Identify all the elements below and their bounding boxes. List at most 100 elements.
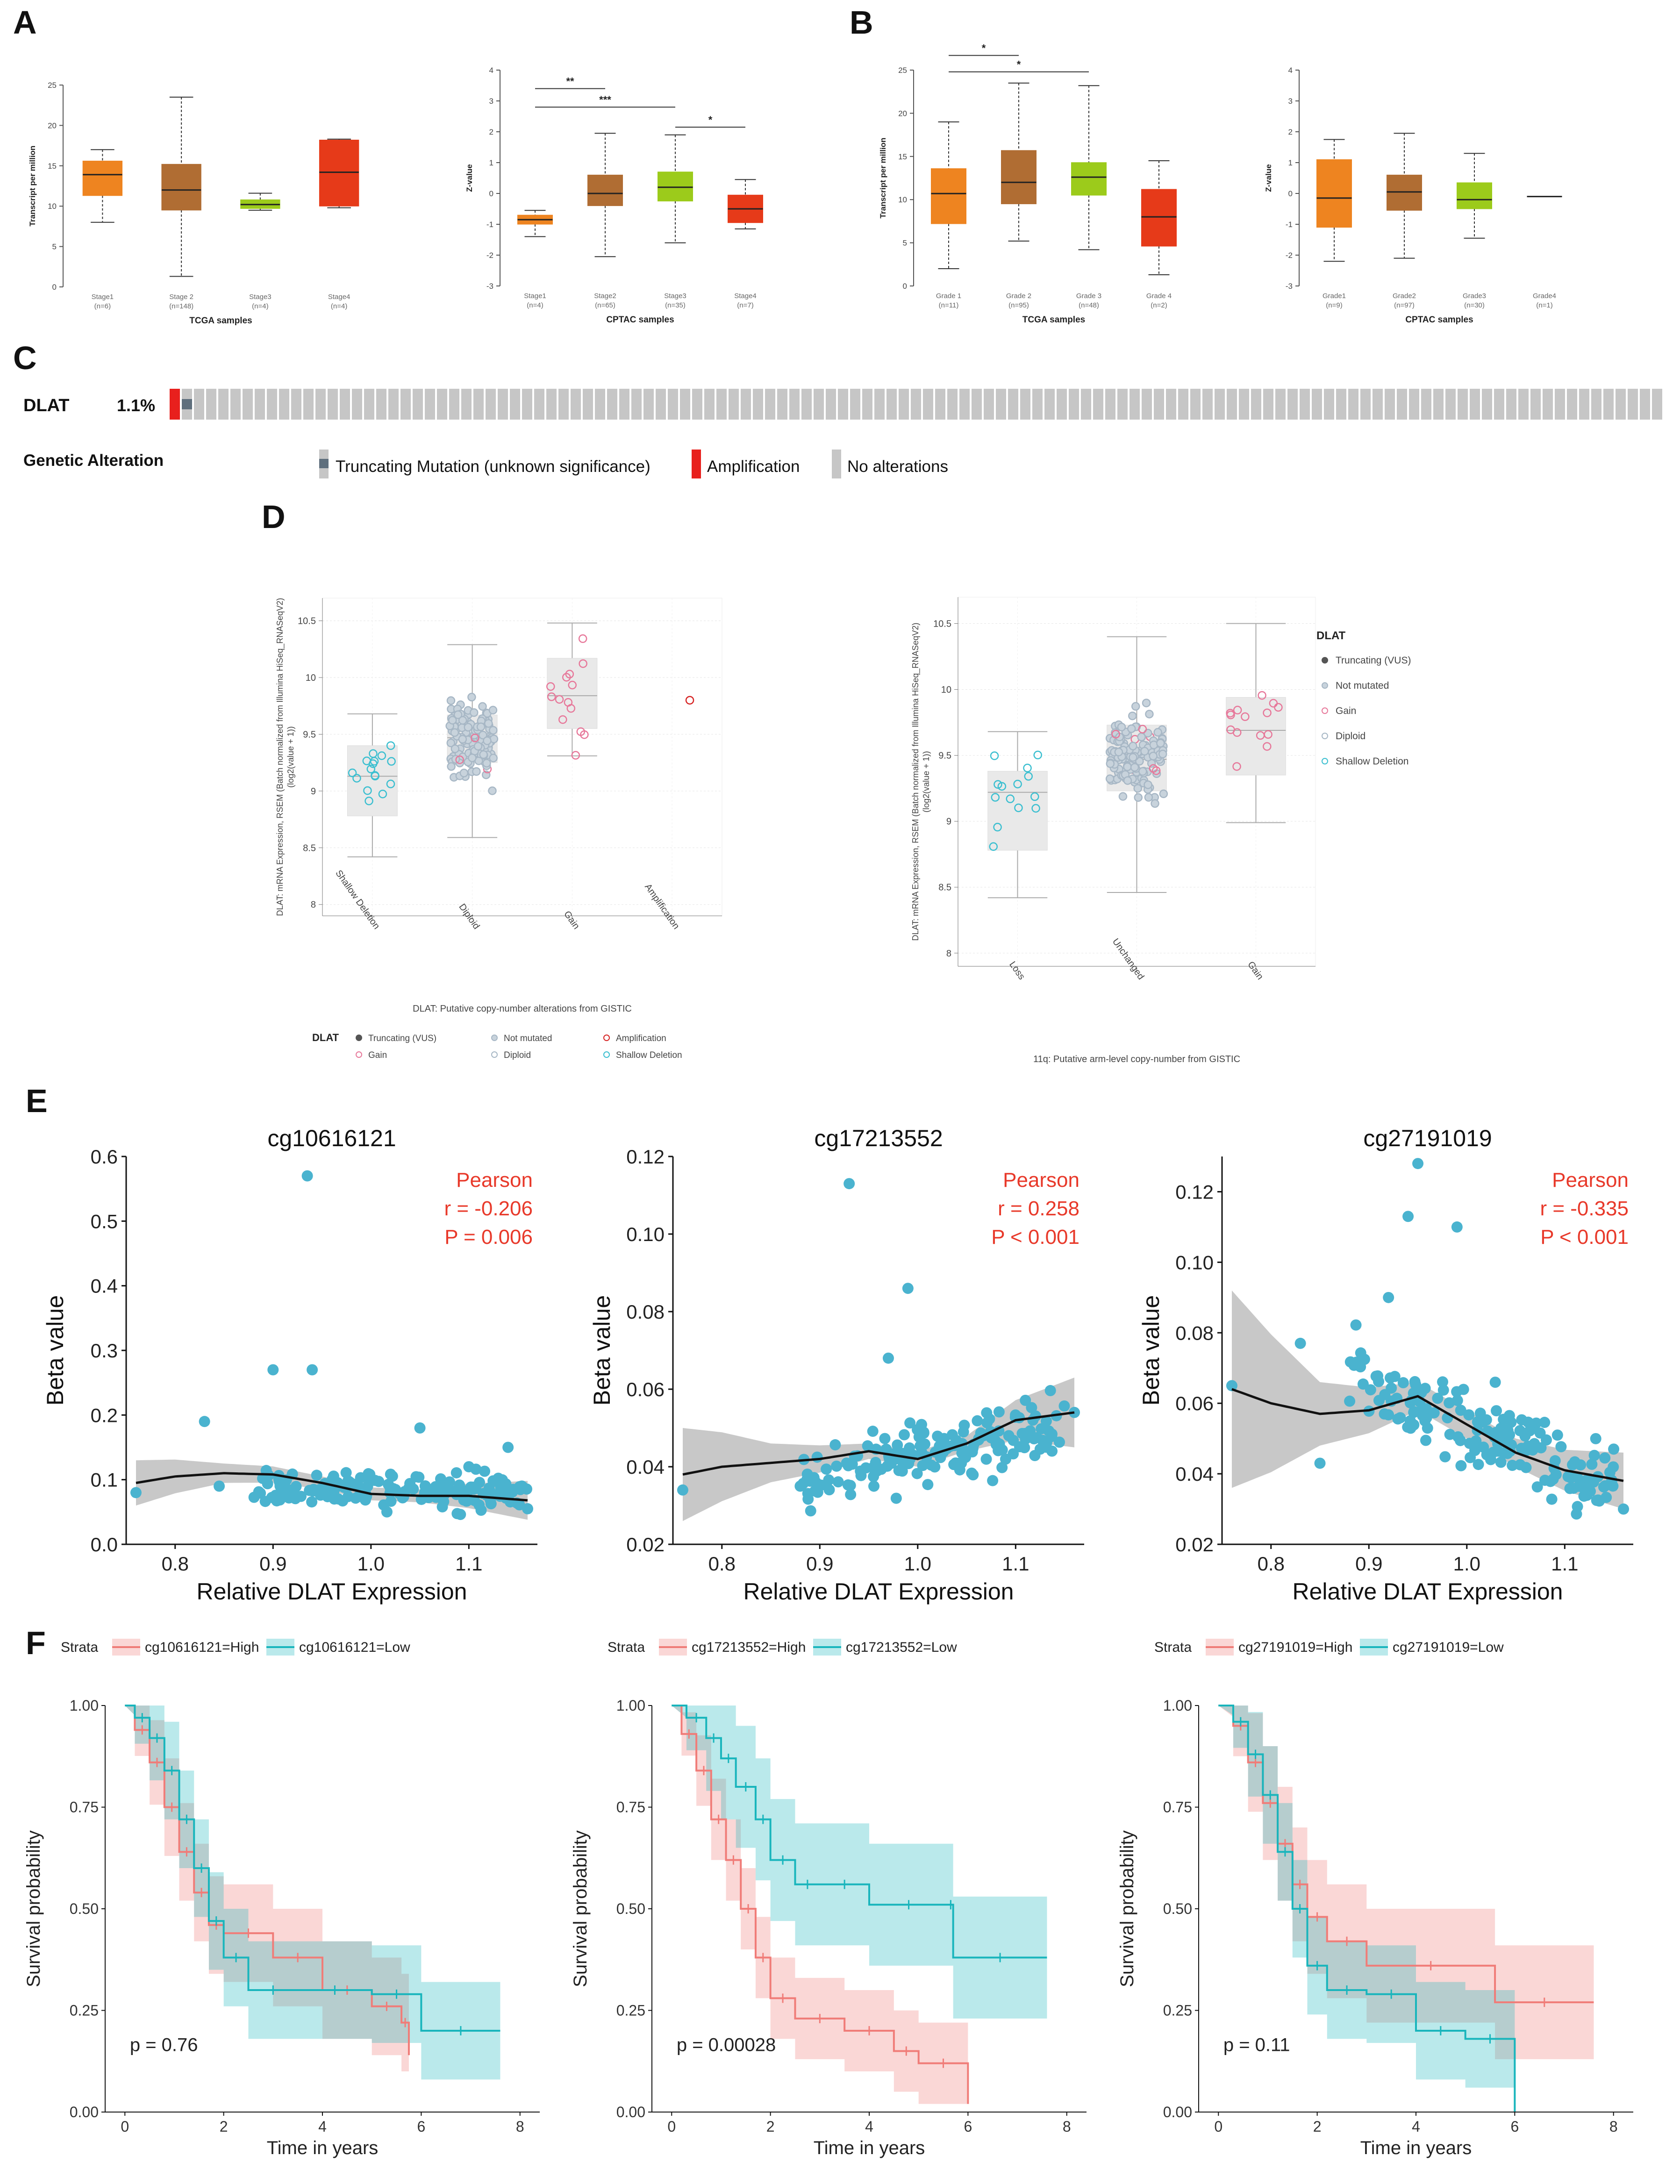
data-point	[967, 1469, 979, 1481]
y-tick-label: 0.04	[1175, 1463, 1214, 1485]
category-label: Grade 1	[936, 292, 961, 300]
data-point	[862, 1440, 873, 1452]
oncoprint-cell	[826, 389, 836, 420]
legend-swatch-truncating-mark	[319, 459, 329, 468]
oncoprint-cell	[911, 389, 921, 420]
oncoprint-cell	[765, 389, 775, 420]
data-point	[1479, 1414, 1490, 1426]
oncoprint-cell	[729, 389, 739, 420]
y-axis-label: Beta value	[589, 1295, 615, 1406]
panel-label-a: A	[13, 4, 37, 41]
data-point	[363, 786, 372, 795]
oncoprint-cell	[1069, 389, 1079, 420]
data-point	[1003, 1430, 1015, 1442]
legend-label: Shallow Deletion	[616, 1050, 682, 1060]
oncoprint-cell	[862, 389, 872, 420]
oncoprint-cell	[1287, 389, 1298, 420]
survival-curve-high	[672, 1705, 969, 2104]
oncoprint-cell	[340, 389, 350, 420]
y-tick-label: -3	[486, 282, 493, 291]
oncoprint-cell	[194, 389, 204, 420]
data-point	[1473, 1459, 1484, 1470]
data-point	[1134, 793, 1143, 802]
y-tick-label: 10	[48, 202, 57, 211]
oncoprint-cell	[838, 389, 848, 420]
data-point	[1274, 703, 1283, 712]
data-point	[278, 1483, 290, 1494]
y-tick-label: 1.00	[616, 1697, 645, 1714]
data-point	[842, 1479, 854, 1491]
data-point	[904, 1417, 916, 1429]
data-point	[685, 696, 694, 705]
y-tick-label: 25	[898, 66, 907, 75]
stat-label: Pearson	[1003, 1169, 1079, 1192]
data-point	[1026, 1402, 1037, 1413]
data-point	[576, 727, 586, 736]
data-point	[1451, 1221, 1463, 1233]
data-point	[958, 1420, 970, 1431]
x-tick-label: 0.8	[1258, 1553, 1285, 1575]
data-point	[1241, 712, 1250, 721]
oncoprint-cell	[972, 389, 982, 420]
y-tick-label: -2	[486, 251, 493, 260]
data-point	[911, 1468, 923, 1479]
oncoprint-cell	[230, 389, 241, 420]
oncoprint-cell	[267, 389, 277, 420]
box	[547, 658, 598, 729]
data-point	[464, 723, 473, 732]
count-label: (n=48)	[1079, 301, 1099, 309]
count-label: (n=9)	[1326, 301, 1342, 309]
category-label: Stage3	[664, 292, 686, 300]
survival-curve-high	[125, 1705, 410, 2056]
box	[1141, 189, 1177, 247]
oncoprint-cell	[510, 389, 520, 420]
y-tick-label: 0.25	[70, 2002, 99, 2019]
data-point	[1158, 749, 1167, 758]
data-point	[1069, 1406, 1080, 1418]
oncoprint-cell	[1445, 389, 1456, 420]
data-point	[1058, 1400, 1070, 1412]
oncoprint-gene-label: DLAT	[23, 396, 70, 415]
y-tick-label: 1.00	[1163, 1697, 1192, 1714]
data-point	[485, 1498, 497, 1510]
legend-marker	[1322, 733, 1328, 739]
oncoprint-cell	[899, 389, 909, 420]
data-point	[479, 1465, 491, 1477]
data-point	[898, 1429, 910, 1441]
data-point	[1601, 1492, 1612, 1503]
x-tick-label: 1.1	[1551, 1553, 1578, 1575]
data-point	[461, 1495, 472, 1507]
oncoprint-cell	[1518, 389, 1529, 420]
count-label: (n=148)	[169, 302, 193, 310]
data-point	[1123, 776, 1132, 785]
oncoprint-cell	[571, 389, 581, 420]
x-tick-label: 0.9	[1355, 1553, 1382, 1575]
data-point	[843, 1460, 854, 1471]
x-tick-label: 1.0	[1453, 1553, 1480, 1575]
data-point	[1129, 742, 1137, 750]
data-point	[1405, 1422, 1416, 1434]
legend-title: Strata	[608, 1640, 645, 1655]
x-axis-label: CPTAC samples	[606, 315, 674, 325]
x-tick-label: 2	[220, 2118, 228, 2135]
oncoprint-cell	[1300, 389, 1310, 420]
y-tick-label: 20	[898, 109, 907, 118]
data-point	[832, 1476, 844, 1488]
data-point	[1409, 1376, 1421, 1387]
panel-label-c: C	[13, 340, 37, 376]
data-point	[1501, 1435, 1513, 1447]
data-point	[369, 759, 378, 768]
data-point	[993, 1406, 1005, 1418]
y-tick-label: 0.5	[91, 1210, 118, 1232]
data-point	[214, 1480, 225, 1492]
oncoprint-cell	[413, 389, 423, 420]
y-tick-label: 8	[946, 949, 951, 959]
data-point	[991, 793, 1000, 802]
y-tick-label: 25	[48, 81, 57, 90]
data-point	[917, 1460, 929, 1471]
oncoprint-cell	[1579, 389, 1589, 420]
data-point	[882, 1352, 894, 1364]
data-point	[1571, 1508, 1582, 1520]
data-point	[1397, 1377, 1409, 1389]
y-tick-label: 0	[489, 189, 493, 198]
